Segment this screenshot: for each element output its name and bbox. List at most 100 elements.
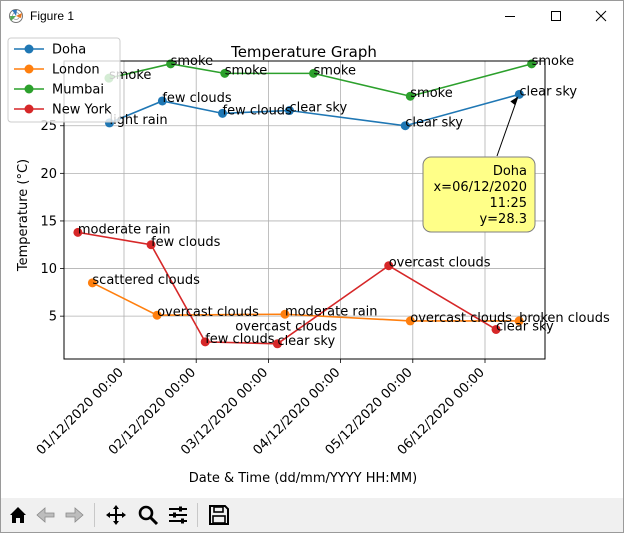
- point-label: moderate rain: [285, 304, 378, 319]
- legend-marker: [24, 44, 34, 54]
- data-point: [166, 59, 176, 69]
- point-label: clear sky: [289, 101, 347, 116]
- data-point: [200, 337, 210, 347]
- legend-box: [7, 37, 121, 123]
- point-label: smoke: [225, 63, 267, 78]
- point-label: overcast clouds: [389, 256, 491, 271]
- data-point: [527, 59, 537, 69]
- tooltip-line: x=06/12/2020: [433, 180, 527, 195]
- series-line: [77, 231, 497, 345]
- point-label: broken clouds: [519, 311, 610, 326]
- tooltip-arrowhead: [510, 96, 519, 106]
- data-point: [284, 106, 294, 116]
- data-point: [218, 108, 228, 118]
- data-point: [272, 339, 282, 349]
- legend: Doha London Mumbai New York: [7, 37, 121, 123]
- save-button[interactable]: [206, 501, 232, 529]
- close-icon: [595, 10, 607, 22]
- legend-label: Doha: [52, 43, 86, 58]
- tooltip-line: 11:25: [490, 196, 527, 211]
- point-label: smoke: [314, 63, 356, 78]
- data-point: [87, 278, 97, 288]
- toolbar-separator: [197, 503, 198, 527]
- point-label: few clouds: [151, 235, 221, 250]
- close-button[interactable]: [578, 1, 624, 31]
- data-point: [405, 316, 415, 326]
- save-icon: [209, 505, 229, 525]
- tooltip-box: [422, 156, 536, 233]
- maximize-button[interactable]: [533, 1, 579, 31]
- tooltip-line: y=28.3: [479, 212, 527, 227]
- configure-subplots-icon: [169, 506, 187, 524]
- data-point: [146, 240, 156, 250]
- data-point: [491, 324, 501, 334]
- plot-frame: [63, 60, 546, 360]
- configure-subplots-button[interactable]: [165, 501, 191, 529]
- pan-button[interactable]: [103, 501, 129, 529]
- data-point: [280, 309, 290, 319]
- tooltip-line: Doha: [493, 164, 527, 179]
- point-label: light rain: [109, 113, 167, 128]
- legend-label: New York: [52, 103, 112, 118]
- data-point: [405, 91, 415, 101]
- series-line: [108, 63, 532, 98]
- point-label: overcast clouds: [235, 319, 337, 334]
- x-axis-label: Date & Time (dd/mm/YYYY HH:MM): [189, 471, 417, 486]
- y-tick-label: 5: [49, 310, 57, 325]
- legend-label: Mumbai: [52, 83, 104, 98]
- title-bar: Figure 1: [1, 1, 623, 31]
- series-lines: [73, 59, 537, 349]
- y-tick-label: 20: [40, 167, 57, 182]
- back-button[interactable]: [33, 501, 59, 529]
- minimize-button[interactable]: [487, 1, 533, 31]
- data-point: [514, 89, 524, 99]
- home-button[interactable]: [5, 501, 31, 529]
- zoom-icon: [138, 505, 159, 526]
- forward-button[interactable]: [61, 501, 87, 529]
- series-line: [109, 93, 520, 127]
- data-point: [309, 68, 319, 78]
- data-point: [514, 316, 524, 326]
- point-label: clear sky: [496, 319, 554, 334]
- back-arrow-icon: [36, 507, 55, 523]
- tooltip-arrow: [496, 98, 518, 157]
- legend-marker: [24, 104, 34, 114]
- y-tick-label: 25: [40, 119, 57, 134]
- chart-title: Temperature Graph: [230, 43, 377, 61]
- window-title: Figure 1: [30, 9, 75, 23]
- data-point: [157, 96, 167, 106]
- pan-icon: [106, 505, 126, 525]
- data-point: [152, 310, 162, 320]
- data-point: [220, 68, 230, 78]
- legend-label: London: [52, 63, 100, 78]
- point-label: moderate rain: [78, 222, 171, 237]
- point-label: smoke: [532, 54, 574, 69]
- y-tick-label: 15: [40, 214, 57, 229]
- maximize-icon: [551, 11, 561, 21]
- legend-marker: [24, 64, 34, 74]
- point-label: smoke: [410, 86, 452, 101]
- point-label: overcast clouds: [157, 305, 259, 320]
- minimize-icon: [505, 16, 515, 17]
- point-label: few clouds: [205, 332, 275, 347]
- data-point: [400, 121, 410, 131]
- matplotlib-icon: [9, 9, 23, 23]
- navigation-toolbar: [1, 498, 623, 532]
- zoom-button[interactable]: [135, 501, 161, 529]
- forward-arrow-icon: [65, 507, 84, 523]
- point-label: clear sky: [519, 84, 577, 99]
- point-label: scattered clouds: [92, 273, 200, 288]
- y-axis-label: Temperature (°C): [16, 159, 31, 272]
- point-label: overcast clouds: [410, 311, 512, 326]
- home-icon: [10, 507, 26, 523]
- y-tick-label: 10: [40, 262, 57, 277]
- data-point: [384, 261, 394, 271]
- point-label: few clouds: [223, 103, 293, 118]
- point-label: clear sky: [277, 334, 335, 349]
- data-point: [73, 227, 83, 237]
- point-label: few clouds: [162, 91, 232, 106]
- point-label: clear sky: [405, 116, 463, 131]
